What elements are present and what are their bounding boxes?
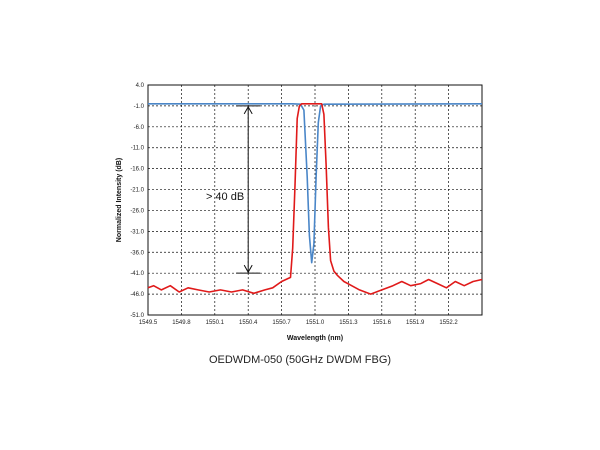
x-tick-label: 1550.4 — [239, 320, 258, 326]
x-tick-label: 1550.7 — [272, 320, 291, 326]
y-tick-label: -11.0 — [131, 146, 145, 152]
x-tick-label: 1549.8 — [172, 320, 191, 326]
y-tick-label: -51.0 — [130, 313, 144, 319]
y-tick-label: -31.0 — [130, 229, 144, 235]
tick-labels: 1549.5 1549.8 1550.1 1550.4 1550.7 1551.0 1551… — [130, 83, 458, 326]
annotation-arrowhead-up — [243, 105, 253, 115]
x-tick-label: 1551.0 — [306, 320, 325, 326]
y-tick-label: -26.0 — [130, 208, 144, 214]
figure-caption: OEDWDM-050 (50GHz DWDM FBG) — [209, 354, 391, 366]
annotation-layer: > 40 dB — [206, 105, 261, 274]
y-tick-label: -16.0 — [130, 167, 144, 173]
reflection-line — [147, 103, 483, 295]
y-tick-label: -21.0 — [130, 188, 144, 194]
y-tick-label: -6.0 — [134, 125, 145, 131]
y-tick-label: -46.0 — [130, 292, 144, 298]
x-tick-label: 1551.6 — [373, 320, 392, 326]
x-tick-label: 1551.3 — [339, 320, 358, 326]
annotation-label: > 40 dB — [206, 191, 244, 203]
x-axis-title: Wavelength (nm) — [287, 335, 343, 342]
y-axis-title: Normalized Intensity (dB) — [116, 158, 123, 242]
x-tick-label: 1550.1 — [206, 320, 225, 326]
series-layer — [147, 103, 483, 295]
y-tick-label: -1.0 — [134, 104, 145, 110]
x-tick-label: 1551.9 — [406, 320, 425, 326]
y-tick-label: 4.0 — [136, 83, 145, 89]
x-tick-label: 1552.2 — [439, 320, 458, 326]
y-tick-label: -36.0 — [130, 250, 144, 256]
annotation-arrowhead-down — [243, 264, 253, 274]
y-tick-label: -41.0 — [130, 271, 144, 277]
x-tick-label: 1549.5 — [139, 320, 158, 326]
